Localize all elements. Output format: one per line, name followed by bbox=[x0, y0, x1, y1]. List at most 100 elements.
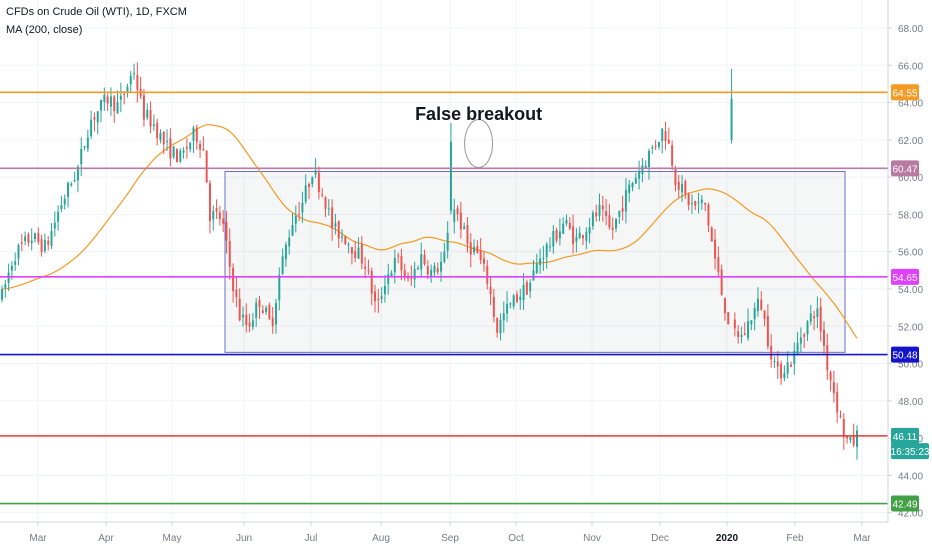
chart-title: CFDs on Crude Oil (WTI), 1D, FXCM bbox=[6, 6, 187, 18]
candle-body bbox=[275, 303, 277, 325]
candle-body bbox=[304, 185, 307, 202]
candle-body bbox=[248, 322, 251, 327]
candle-body bbox=[459, 212, 462, 230]
candle-body bbox=[43, 240, 46, 252]
candle-body bbox=[205, 150, 208, 183]
candle-body bbox=[803, 334, 806, 337]
candle-body bbox=[549, 246, 551, 248]
candle-body bbox=[822, 329, 825, 346]
candle-body bbox=[103, 94, 106, 102]
candle-body bbox=[20, 242, 23, 244]
candle-body bbox=[436, 268, 439, 273]
candle-body bbox=[615, 218, 618, 229]
candle-body bbox=[109, 96, 112, 107]
candle-body bbox=[793, 350, 796, 364]
candle-body bbox=[717, 257, 720, 273]
candle-body bbox=[552, 231, 555, 247]
candle-body bbox=[446, 232, 449, 251]
candle-body bbox=[142, 95, 145, 120]
candle-body bbox=[453, 209, 456, 222]
candle-body bbox=[1, 289, 3, 300]
candle-body bbox=[852, 436, 855, 446]
candle-body bbox=[393, 257, 396, 273]
candle-body bbox=[806, 321, 809, 335]
candle-body bbox=[70, 183, 73, 186]
candle-body bbox=[308, 184, 310, 187]
candle-body bbox=[281, 256, 284, 274]
candle-body bbox=[621, 208, 624, 212]
candle-body bbox=[383, 285, 386, 295]
candle-body bbox=[354, 251, 357, 258]
candle-body bbox=[809, 313, 812, 322]
candle-body bbox=[799, 337, 802, 344]
price-axis-label: 66.00 bbox=[898, 61, 923, 72]
candle-body bbox=[506, 303, 509, 314]
candle-body bbox=[255, 302, 258, 318]
candle-body bbox=[624, 190, 627, 212]
candle-body bbox=[397, 255, 400, 257]
indicator-label: MA (200, close) bbox=[6, 24, 83, 36]
candle-body bbox=[479, 250, 482, 261]
candle-body bbox=[545, 244, 548, 258]
candle-body bbox=[314, 170, 317, 175]
time-axis-label: Feb bbox=[786, 533, 804, 544]
candle-body bbox=[416, 268, 419, 270]
breakout-circle bbox=[464, 119, 494, 169]
candle-body bbox=[337, 221, 340, 239]
time-axis-label: Jul bbox=[305, 533, 318, 544]
candle-body bbox=[123, 94, 126, 96]
candle-body bbox=[152, 124, 155, 126]
candle-body bbox=[284, 244, 287, 260]
candle-body bbox=[651, 147, 654, 149]
candle-body bbox=[73, 179, 76, 181]
candle-body bbox=[423, 254, 426, 265]
candle-body bbox=[783, 373, 786, 379]
time-axis-label: May bbox=[163, 533, 182, 544]
last-price-tag bbox=[891, 428, 919, 445]
candle-body bbox=[195, 127, 198, 142]
level-42-49-tag bbox=[891, 495, 919, 512]
candle-body bbox=[202, 149, 205, 151]
countdown-label: 16:35:23 bbox=[891, 447, 930, 458]
candle-body bbox=[819, 306, 822, 332]
candle-body bbox=[149, 109, 152, 127]
candle-body bbox=[780, 363, 783, 379]
candle-body bbox=[608, 215, 611, 228]
candle-body bbox=[575, 237, 578, 242]
candle-body bbox=[400, 256, 403, 271]
candle-body bbox=[175, 149, 178, 163]
candle-body bbox=[496, 318, 499, 333]
candle-body bbox=[251, 320, 254, 328]
candle-body bbox=[24, 236, 27, 241]
candle-body bbox=[842, 419, 845, 438]
price-axis-label: 48.00 bbox=[898, 397, 923, 408]
candle-body bbox=[113, 96, 116, 111]
candle-body bbox=[704, 202, 707, 205]
candle-body bbox=[796, 343, 799, 354]
candle-body bbox=[298, 213, 301, 215]
candle-body bbox=[641, 165, 644, 175]
time-axis-label: Sep bbox=[441, 533, 459, 544]
candle-body bbox=[628, 184, 631, 194]
candle-body bbox=[657, 141, 660, 147]
level-50-48-label: 50.48 bbox=[892, 351, 917, 362]
candle-body bbox=[271, 317, 274, 327]
candle-body bbox=[430, 269, 433, 277]
level-54-65-tag bbox=[891, 268, 919, 285]
candle-body bbox=[585, 231, 588, 241]
candle-body bbox=[374, 291, 377, 302]
time-axis-label: Nov bbox=[583, 533, 601, 544]
candle-body bbox=[228, 241, 231, 267]
candle-body bbox=[529, 282, 532, 292]
candle-body bbox=[86, 137, 89, 149]
candle-body bbox=[390, 272, 393, 278]
candle-body bbox=[350, 246, 353, 254]
time-axis-label: Jun bbox=[236, 533, 252, 544]
candle-body bbox=[509, 303, 512, 305]
candle-body bbox=[654, 145, 657, 147]
candle-body bbox=[215, 208, 218, 212]
candle-body bbox=[67, 182, 70, 197]
candle-body bbox=[377, 298, 380, 301]
candle-body bbox=[156, 122, 159, 139]
